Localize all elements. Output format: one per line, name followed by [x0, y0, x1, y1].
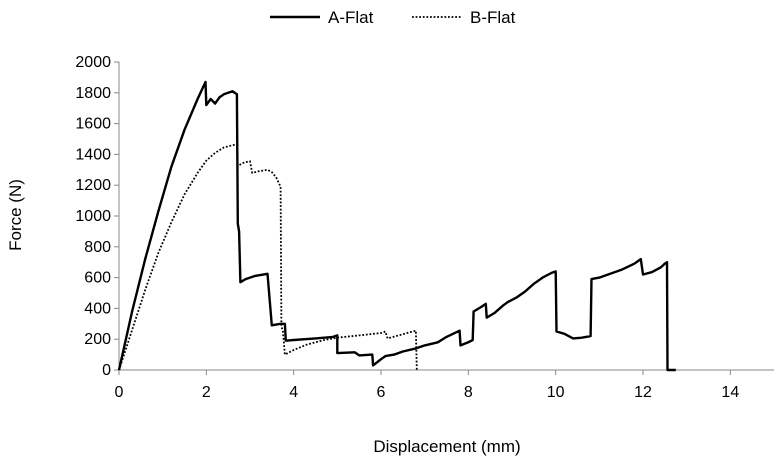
legend: A-Flat B-Flat [270, 8, 516, 27]
y-tick-label: 600 [84, 270, 111, 287]
x-tick-label: 8 [464, 384, 473, 401]
series-line-b-flat [118, 143, 418, 371]
legend-label-a-flat: A-Flat [328, 8, 374, 27]
y-tick-label: 1600 [75, 116, 111, 133]
y-tick-label: 1800 [75, 85, 111, 102]
x-tick-label: 6 [377, 384, 386, 401]
y-tick-label: 200 [84, 331, 111, 348]
y-tick-label: 800 [84, 239, 111, 256]
plot-area [117, 80, 676, 372]
x-tick-label: 4 [289, 384, 298, 401]
y-tick-label: 1000 [75, 208, 111, 225]
y-axis-title: Force (N) [6, 179, 25, 251]
series-line-a-flat [117, 80, 676, 372]
y-tick-label: 2000 [75, 54, 111, 71]
x-tick-label: 12 [634, 384, 652, 401]
x-tick-label: 0 [115, 384, 124, 401]
axes: 0 200 400 600 800 1000 1200 1400 1600 1800 2000 0 2 4… [75, 54, 774, 401]
legend-label-b-flat: B-Flat [470, 8, 516, 27]
y-tick-label: 0 [102, 362, 111, 379]
x-tick-label: 2 [202, 384, 211, 401]
x-axis-title: Displacement (mm) [373, 437, 520, 456]
y-tick-label: 1200 [75, 177, 111, 194]
x-tick-label: 14 [721, 384, 739, 401]
x-tick-label: 10 [547, 384, 565, 401]
y-tick-label: 400 [84, 300, 111, 317]
y-tick-label: 1400 [75, 146, 111, 163]
